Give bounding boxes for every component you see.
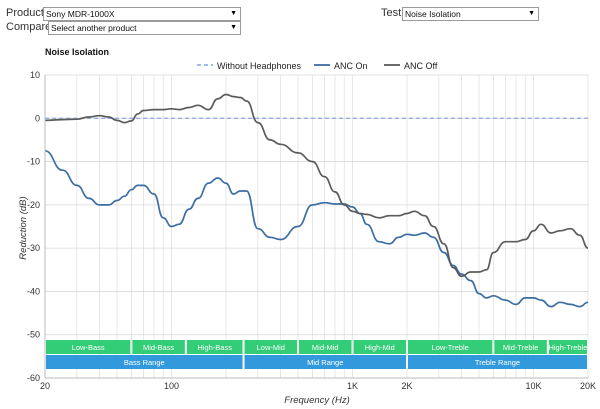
band-low-mid <box>244 340 298 354</box>
range-mid-range <box>244 355 406 369</box>
product-label: Product <box>6 7 44 19</box>
x-tick-label: 20 <box>40 381 50 391</box>
band-mid-bass <box>132 340 185 354</box>
band-label: High-Bass <box>197 343 232 352</box>
test-label: Test <box>381 7 402 19</box>
band-label: Mid-Mid <box>312 343 339 352</box>
test-select-value: Noise Isolation <box>405 9 461 19</box>
x-tick-label: 10K <box>526 381 542 391</box>
range-label: Treble Range <box>475 358 520 367</box>
y-tick-label: -50 <box>27 330 40 340</box>
band-mid-treble <box>494 340 547 354</box>
legend-label: ANC On <box>334 61 368 71</box>
chart-series <box>44 93 589 308</box>
test-select[interactable]: Noise Isolation ▼ <box>402 7 539 21</box>
band-label: Low-Treble <box>432 343 469 352</box>
y-tick-label: -60 <box>27 373 40 383</box>
y-tick-label: 10 <box>30 70 40 80</box>
x-tick-label: 100 <box>164 381 179 391</box>
chart-title: Noise Isolation <box>45 47 109 57</box>
x-axis-label: Frequency (Hz) <box>284 395 349 406</box>
legend-label: Without Headphones <box>217 61 302 71</box>
band-label: Low-Mid <box>257 343 285 352</box>
compare-select[interactable]: Select another product ▼ <box>48 21 241 35</box>
band-high-bass <box>186 340 243 354</box>
product-select[interactable]: Sony MDR-1000X ▼ <box>43 7 241 21</box>
band-low-bass <box>46 340 131 354</box>
legend-label: ANC Off <box>404 61 438 71</box>
x-tick-label: 20K <box>580 381 596 391</box>
band-label: Mid-Treble <box>503 343 539 352</box>
dropdown-arrow-icon: ▼ <box>230 10 237 17</box>
band-high-mid <box>353 340 406 354</box>
y-tick-label: 0 <box>35 113 40 123</box>
y-tick-label: -30 <box>27 243 40 253</box>
x-tick-label: 1K <box>347 381 358 391</box>
frequency-bands: Low-Bass Mid-Bass High-Bass Low-Mid Mid-Mid H… <box>46 340 587 369</box>
compare-select-value: Select another product <box>51 23 137 33</box>
range-bass-range <box>46 355 243 369</box>
dropdown-arrow-icon: ▼ <box>528 10 535 17</box>
band-mid-mid <box>299 340 352 354</box>
band-label: Low-Bass <box>72 343 105 352</box>
chart-grid <box>44 74 589 379</box>
y-axis-label: Reduction (dB) <box>18 196 29 259</box>
band-label: Mid-Bass <box>143 343 175 352</box>
range-label: Bass Range <box>124 358 165 367</box>
range-treble-range <box>408 355 587 369</box>
y-tick-label: -40 <box>27 286 40 296</box>
range-label: Mid Range <box>307 358 343 367</box>
series-anc-on <box>44 149 589 308</box>
x-tick-label: 2K <box>401 381 412 391</box>
band-label: High-Mid <box>365 343 395 352</box>
band-high-treble <box>548 340 587 354</box>
y-tick-label: -20 <box>27 200 40 210</box>
chart-legend: Without Headphones ANC On ANC Off <box>197 61 438 71</box>
band-low-treble <box>408 340 493 354</box>
dropdown-arrow-icon: ▼ <box>230 24 237 31</box>
band-label: High-Treble <box>548 343 587 352</box>
product-select-value: Sony MDR-1000X <box>46 9 115 19</box>
series-anc-off <box>44 93 589 278</box>
compare-label: Compare <box>6 21 52 33</box>
y-tick-label: -10 <box>27 157 40 167</box>
